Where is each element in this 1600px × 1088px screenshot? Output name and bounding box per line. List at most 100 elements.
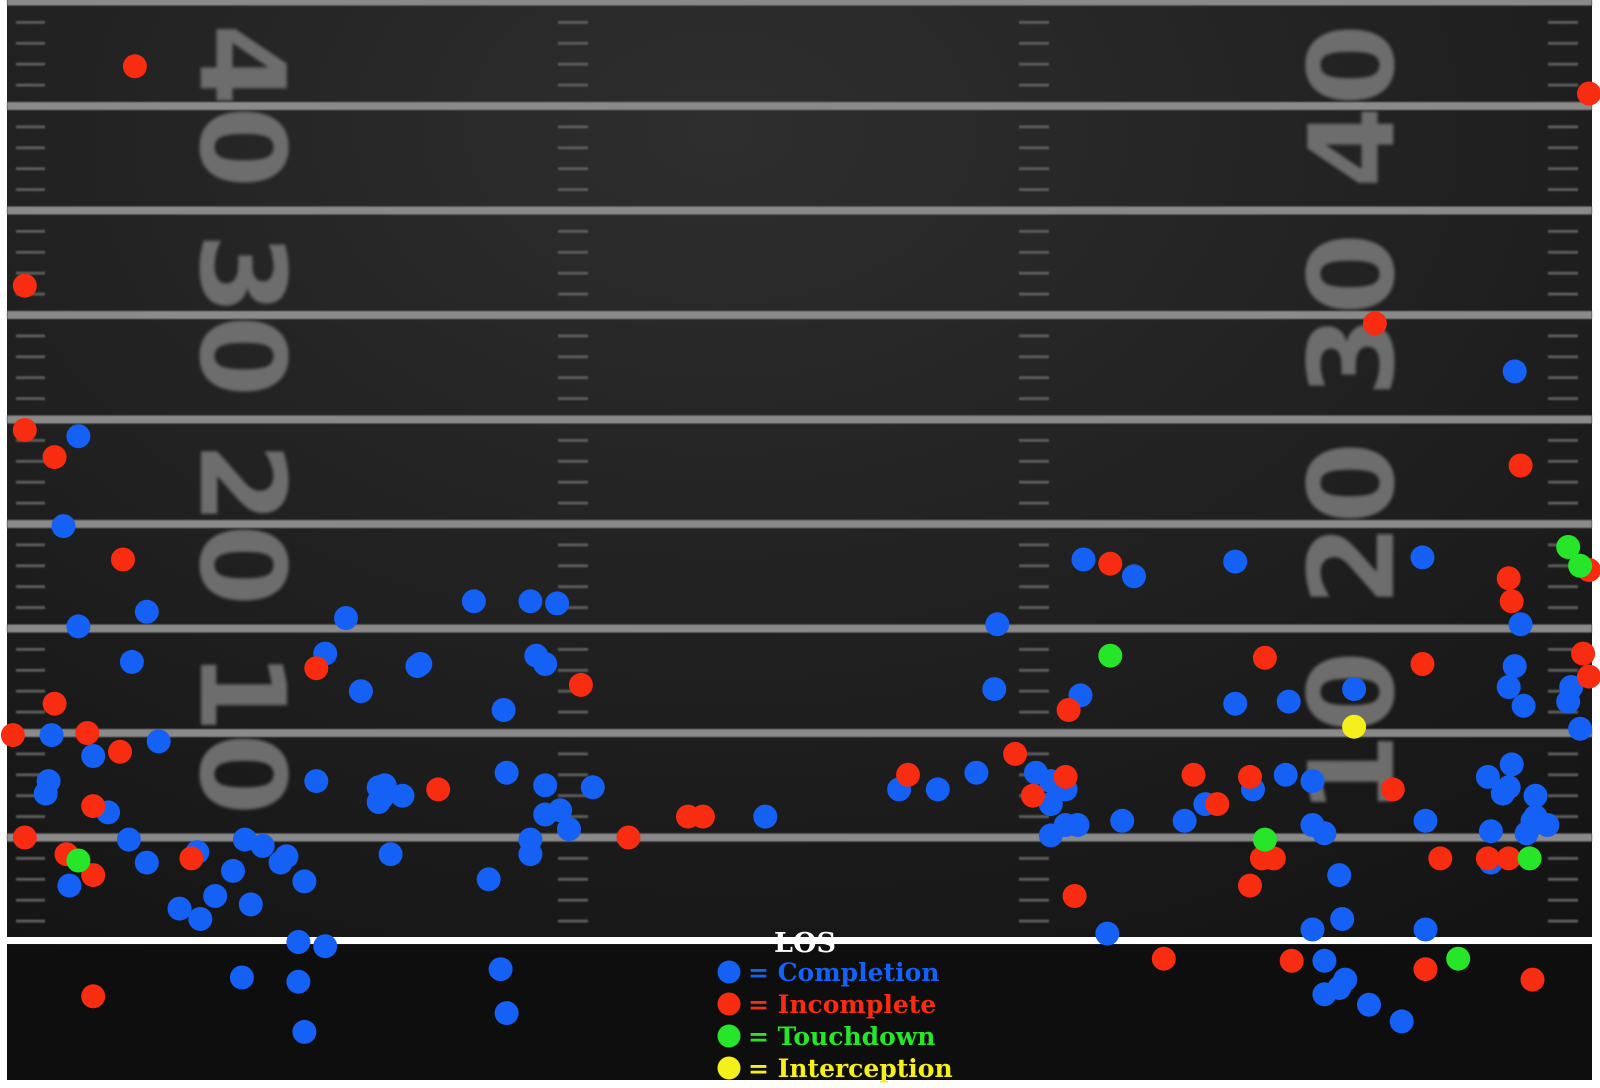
hash-mark: [1019, 41, 1049, 45]
point-touchdown: [1517, 846, 1542, 871]
point-completion: [1523, 783, 1548, 808]
point-completion: [1095, 921, 1120, 946]
point-incomplete: [1496, 846, 1521, 871]
point-incomplete: [1499, 589, 1524, 614]
hash-mark: [16, 229, 45, 233]
hash-mark: [1548, 877, 1578, 881]
point-incomplete: [1496, 566, 1521, 591]
yard-number: 20: [1283, 442, 1421, 606]
point-touchdown: [66, 848, 91, 873]
hash-mark: [1019, 815, 1049, 819]
hash-mark: [16, 20, 45, 24]
hash-mark: [1019, 397, 1049, 401]
hash-mark: [1548, 229, 1578, 233]
point-completion: [1312, 982, 1337, 1007]
hash-mark: [1019, 146, 1049, 150]
point-completion: [1330, 907, 1355, 931]
hash-marks: [16, 20, 1578, 923]
hash-mark: [1548, 438, 1578, 442]
point-completion: [1223, 549, 1248, 574]
hash-mark: [1019, 125, 1049, 129]
yard-line: [7, 206, 1592, 215]
hash-mark: [1548, 146, 1578, 150]
point-completion: [146, 729, 171, 754]
hash-mark: [1019, 20, 1049, 24]
hash-mark: [558, 668, 588, 672]
point-completion: [286, 930, 311, 954]
hash-mark: [16, 41, 45, 45]
hash-mark: [16, 815, 45, 819]
point-completion: [66, 424, 91, 449]
hash-mark: [1548, 919, 1578, 923]
yard-numbers: 4040303020201010: [173, 24, 1421, 815]
hash-mark: [16, 188, 45, 192]
legend-swatch-incomplete: [717, 992, 741, 1016]
hash-mark: [558, 146, 588, 150]
hash-mark: [558, 229, 588, 233]
hash-mark: [1019, 250, 1049, 254]
point-completion: [57, 873, 82, 898]
point-completion: [964, 760, 989, 785]
point-incomplete: [304, 656, 329, 681]
hash-mark: [16, 376, 45, 380]
legend-label-incomplete: = Incomplete: [748, 990, 936, 1019]
hash-mark: [558, 41, 588, 45]
hash-mark: [1548, 752, 1578, 756]
point-completion: [545, 591, 570, 616]
point-completion: [533, 802, 558, 827]
hash-mark: [558, 773, 588, 777]
hash-mark: [558, 397, 588, 401]
hash-mark: [1019, 689, 1049, 693]
point-completion: [1502, 359, 1527, 384]
yard-number: 40: [173, 24, 311, 188]
hash-mark: [1548, 41, 1578, 45]
hash-mark: [1019, 606, 1049, 610]
hash-mark: [558, 376, 588, 380]
point-completion: [1342, 677, 1367, 702]
hash-mark: [1548, 167, 1578, 171]
point-incomplete: [81, 863, 106, 888]
point-completion: [33, 781, 58, 806]
legend-label-interception: = Interception: [748, 1054, 953, 1083]
hash-mark: [16, 459, 45, 463]
hash-mark: [558, 752, 588, 756]
point-completion: [1508, 612, 1533, 637]
point-interception: [1342, 714, 1367, 739]
point-incomplete: [81, 794, 106, 819]
point-completion: [1413, 808, 1438, 833]
point-completion: [1478, 819, 1503, 844]
point-touchdown: [1556, 535, 1581, 559]
yard-line: [7, 415, 1592, 424]
hash-mark: [1019, 438, 1049, 442]
point-completion: [238, 892, 263, 917]
point-touchdown: [1252, 827, 1277, 852]
point-completion: [378, 842, 403, 867]
hash-mark: [1019, 564, 1049, 568]
point-completion: [491, 698, 516, 722]
point-incomplete: [42, 445, 67, 470]
yard-line: [7, 102, 1592, 110]
point-completion: [1223, 691, 1248, 716]
data-points: [0, 54, 1600, 1044]
point-touchdown: [1098, 643, 1123, 668]
hash-mark: [1548, 585, 1578, 589]
point-incomplete: [1003, 741, 1028, 766]
point-incomplete: [1279, 948, 1304, 973]
point-incomplete: [12, 418, 37, 442]
hash-mark: [558, 919, 588, 923]
yard-line: [7, 311, 1592, 319]
point-completion: [1523, 804, 1548, 829]
point-completion: [580, 775, 605, 800]
point-completion: [518, 842, 543, 867]
point-incomplete: [1053, 764, 1078, 789]
legend-swatch-completion: [717, 960, 741, 984]
point-completion: [286, 969, 311, 994]
point-incomplete: [1410, 652, 1435, 676]
point-completion: [753, 804, 778, 829]
point-completion: [494, 1001, 519, 1026]
point-completion: [250, 833, 275, 858]
point-completion: [1327, 863, 1352, 888]
point-completion: [51, 514, 76, 539]
hash-mark: [1548, 83, 1578, 87]
point-completion: [533, 652, 558, 676]
